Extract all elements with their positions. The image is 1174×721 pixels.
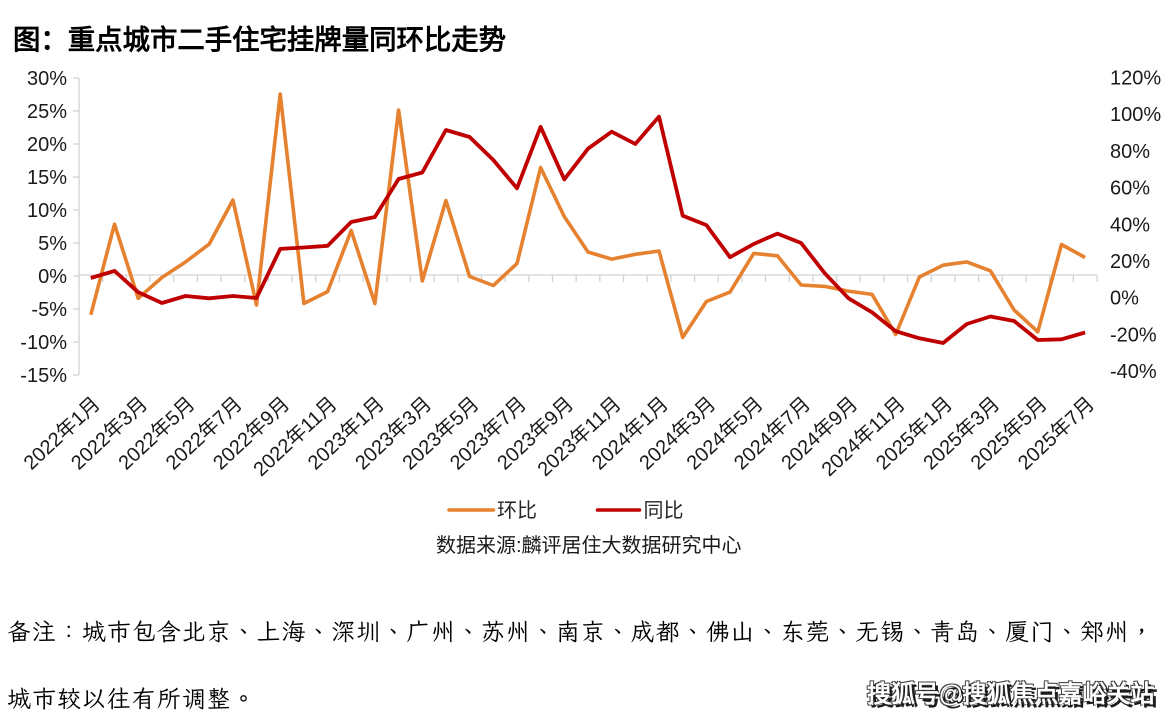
svg-text:-15%: -15% — [20, 365, 67, 387]
svg-text:-5%: -5% — [31, 299, 67, 321]
svg-text:120%: 120% — [1110, 68, 1161, 90]
svg-text:20%: 20% — [27, 134, 67, 156]
svg-text:数据来源:麟评居住大数据研究中心: 数据来源:麟评居住大数据研究中心 — [436, 534, 742, 557]
svg-text:100%: 100% — [1110, 104, 1161, 126]
svg-text:5%: 5% — [38, 233, 67, 255]
svg-text:30%: 30% — [27, 68, 67, 90]
svg-text:15%: 15% — [27, 167, 67, 189]
svg-text:同比: 同比 — [644, 499, 684, 522]
svg-text:0%: 0% — [1110, 288, 1139, 310]
svg-text:20%: 20% — [1110, 251, 1150, 273]
svg-text:环比: 环比 — [497, 499, 537, 522]
svg-text:80%: 80% — [1110, 141, 1150, 163]
svg-text:60%: 60% — [1110, 178, 1150, 200]
svg-text:10%: 10% — [27, 200, 67, 222]
svg-text:-10%: -10% — [20, 332, 67, 354]
svg-text:0%: 0% — [38, 266, 67, 288]
svg-text:25%: 25% — [27, 101, 67, 123]
svg-text:-20%: -20% — [1110, 324, 1157, 346]
svg-text:40%: 40% — [1110, 214, 1150, 236]
svg-text:-40%: -40% — [1110, 361, 1157, 383]
